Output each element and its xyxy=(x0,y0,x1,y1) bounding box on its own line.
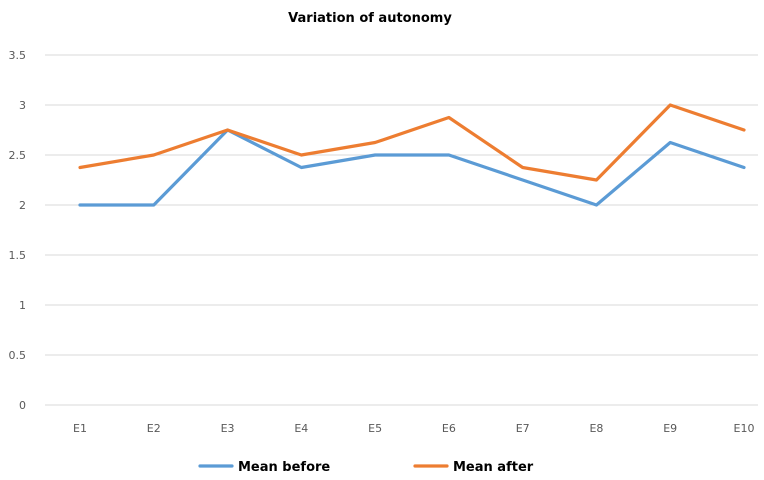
legend: Mean before Mean after xyxy=(198,460,534,475)
x-tick-label: E3 xyxy=(221,422,235,435)
y-axis-tick-labels: 0 0.5 1 1.5 2 2.5 3 3.5 xyxy=(9,49,27,412)
y-tick-label: 0.5 xyxy=(9,349,27,362)
x-tick-label: E10 xyxy=(734,422,755,435)
y-tick-label: 0 xyxy=(19,399,26,412)
x-tick-label: E8 xyxy=(589,422,603,435)
y-tick-label: 1.5 xyxy=(9,249,27,262)
x-tick-label: E1 xyxy=(73,422,87,435)
series-line-mean-before xyxy=(78,128,746,207)
y-tick-label: 2 xyxy=(19,199,26,212)
gridlines xyxy=(45,54,758,406)
x-tick-label: E4 xyxy=(294,422,308,435)
series-lines xyxy=(78,103,746,207)
y-tick-label: 3 xyxy=(19,99,26,112)
legend-label: Mean after xyxy=(453,460,534,475)
x-tick-label: E5 xyxy=(368,422,382,435)
x-axis-tick-labels: E1 E2 E3 E4 E5 E6 E7 E8 E9 E10 xyxy=(73,422,754,435)
x-tick-label: E6 xyxy=(442,422,456,435)
legend-label: Mean before xyxy=(238,460,330,475)
x-tick-label: E7 xyxy=(516,422,530,435)
series-line-mean-after xyxy=(78,103,746,182)
x-tick-label: E2 xyxy=(147,422,161,435)
chart-title: Variation of autonomy xyxy=(288,11,452,26)
y-tick-label: 3.5 xyxy=(9,49,27,62)
x-tick-label: E9 xyxy=(663,422,677,435)
y-tick-label: 1 xyxy=(19,299,26,312)
y-tick-label: 2.5 xyxy=(9,149,27,162)
